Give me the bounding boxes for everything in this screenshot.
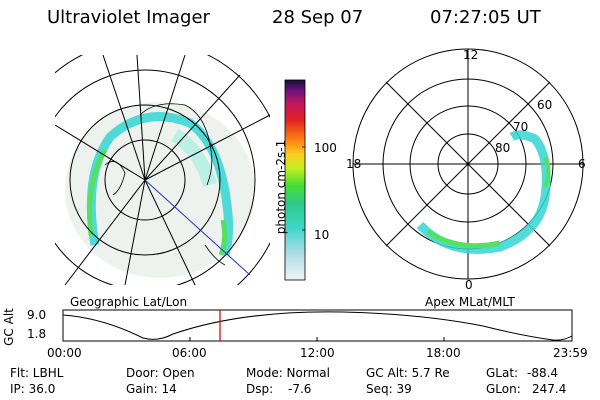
color-scale-bar xyxy=(284,79,306,281)
seq-status: Seq: 39 xyxy=(366,382,412,396)
left-panel-caption: Geographic Lat/Lon xyxy=(70,295,188,309)
colorbar-tick-100: 100 xyxy=(314,141,337,155)
gain-status: Gain: 14 xyxy=(126,382,177,396)
geographic-map xyxy=(55,55,270,285)
instrument-title: Ultraviolet Imager xyxy=(47,7,210,28)
orbit-ytick-low: 1.8 xyxy=(27,327,47,341)
orbit-altitude-plot xyxy=(62,309,573,342)
orbit-xtick-3: 18:00 xyxy=(426,346,461,360)
gc-alt-status: GC Alt: 5.7 Re xyxy=(366,366,450,380)
glat-label: GLat: xyxy=(486,366,519,380)
orbit-ylabel: GC Alt xyxy=(1,308,16,346)
mlt-label-18: 18 xyxy=(346,157,362,171)
glat-value: -88.4 xyxy=(527,366,559,380)
orbit-xtick-0: 00:00 xyxy=(47,346,82,360)
glon-value: 247.4 xyxy=(532,382,567,396)
mlt-label-12: 12 xyxy=(463,48,479,62)
orbit-xtick-1: 06:00 xyxy=(172,346,207,360)
orbit-ytick-high: 9.0 xyxy=(27,308,47,322)
orbit-xtick-2: 12:00 xyxy=(300,346,335,360)
mlt-label-6: 6 xyxy=(578,157,586,171)
date-label: 28 Sep 07 xyxy=(272,7,364,28)
colorbar-tick-10: 10 xyxy=(314,228,330,242)
mlat-label-80: 80 xyxy=(495,141,511,155)
orbit-xtick-4: 23:59 xyxy=(553,346,588,360)
mlat-label-70: 70 xyxy=(513,120,529,134)
mode-status: Mode: Normal xyxy=(246,366,330,380)
door-status: Door: Open xyxy=(126,366,195,380)
filter-status: Flt: LBHL xyxy=(10,366,64,380)
polar-plot xyxy=(352,48,584,280)
time-label: 07:27:05 UT xyxy=(430,7,541,28)
glon-label: GLon: xyxy=(486,382,521,396)
ip-status: IP: 36.0 xyxy=(10,382,56,396)
right-panel-caption: Apex MLat/MLT xyxy=(425,295,515,309)
dsp-value: -7.6 xyxy=(288,382,312,396)
mlt-label-0: 0 xyxy=(465,278,473,292)
colorbar-label: photon cm-2s-1 xyxy=(274,139,288,235)
dsp-label: Dsp: xyxy=(246,382,274,396)
mlat-label-60: 60 xyxy=(537,98,553,112)
